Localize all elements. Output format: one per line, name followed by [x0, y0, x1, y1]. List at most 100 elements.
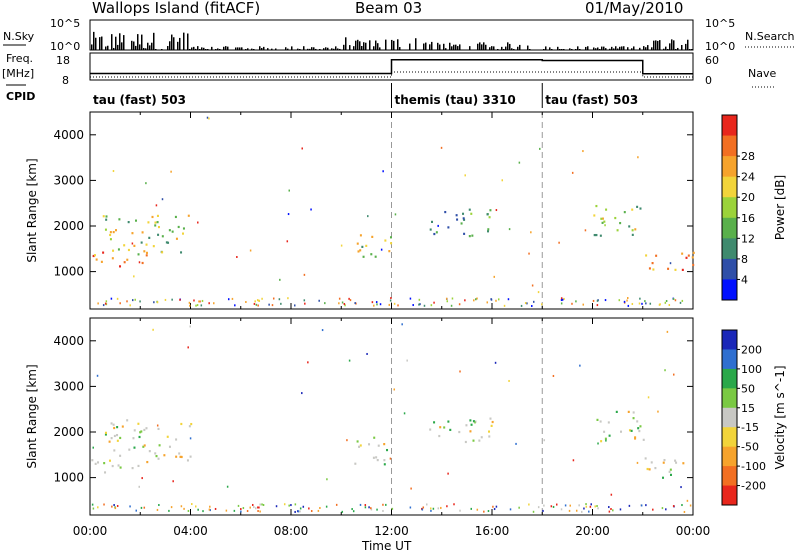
echo-cell [133, 244, 136, 247]
echo-cell [373, 304, 375, 307]
colorbar-swatch [722, 446, 737, 467]
echo-cell [515, 442, 517, 445]
nsky-bar [179, 37, 181, 50]
nsky-bar [429, 44, 431, 50]
echo-cell [644, 457, 647, 460]
x-tick-label: 08:00 [274, 524, 309, 538]
echo-cell [193, 299, 195, 302]
echo-cell [377, 444, 380, 447]
colorbar-tick-label: -50 [741, 441, 759, 454]
echo-cell [105, 218, 108, 221]
echo-cell [648, 267, 651, 270]
echo-cell [340, 244, 343, 247]
echo-cell [128, 448, 131, 451]
nsky-bar [687, 39, 689, 50]
echo-cell [103, 503, 105, 506]
colorbar-swatch [722, 349, 737, 370]
echo-cell [649, 302, 652, 305]
nsky-bar [507, 42, 509, 50]
nsky-bar [343, 44, 345, 50]
echo-cell [627, 410, 630, 413]
echo-cell [509, 508, 512, 511]
echo-cell [112, 249, 115, 252]
echo-cell [280, 302, 282, 305]
nsky-bar [527, 45, 529, 50]
echo-cell [470, 507, 473, 510]
echo-cell [631, 302, 634, 305]
colorbar-title: Velocity [m s^-1] [773, 365, 787, 469]
echo-cell [91, 459, 94, 462]
nsky-bar [563, 49, 565, 50]
echo-cell [661, 507, 664, 510]
nsky-bar [431, 41, 433, 50]
echo-cell [460, 222, 463, 225]
nsky-bar [197, 46, 199, 50]
echo-cell [418, 303, 420, 306]
echo-cell [663, 458, 666, 462]
echo-cell [208, 302, 210, 305]
echo-cell [94, 462, 97, 465]
echo-cell [240, 510, 242, 513]
echo-cell [141, 261, 144, 265]
nsky-bar [239, 47, 241, 50]
echo-cell [121, 425, 124, 428]
echo-cell [237, 504, 240, 507]
echo-cell [346, 439, 348, 442]
echo-cell [143, 250, 146, 253]
nsky-bar [357, 39, 359, 50]
nave-tick-high: 60 [705, 54, 719, 67]
echo-cell [637, 156, 639, 159]
echo-cell [279, 278, 281, 281]
echo-cell [389, 236, 392, 239]
echo-cell [202, 510, 204, 513]
echo-cell [186, 459, 189, 462]
echo-cell [366, 352, 368, 355]
nsky-bar [303, 46, 305, 50]
echo-cell [674, 268, 677, 271]
echo-cell [118, 218, 121, 221]
colorbar-tick-label: 100 [741, 363, 762, 376]
nsky-bar [621, 46, 623, 50]
echo-cell [537, 291, 540, 294]
nsky-bar [477, 43, 479, 50]
nsky-bar [633, 46, 635, 50]
echo-cell [596, 299, 599, 302]
echo-cell [440, 506, 442, 509]
echo-cell [596, 304, 599, 307]
echo-cell [189, 325, 191, 328]
echo-cell [370, 253, 373, 256]
echo-cell [636, 461, 639, 464]
echo-cell [112, 170, 115, 173]
nsky-bar [571, 49, 573, 50]
echo-cell [374, 255, 377, 258]
nsky-bar [497, 49, 499, 50]
nsky-bar [309, 48, 311, 50]
echo-cell [429, 228, 432, 231]
nsky-bar [481, 44, 483, 50]
echo-cell [668, 304, 671, 307]
echo-cell [672, 373, 675, 376]
echo-cell [394, 213, 397, 216]
echo-cell [102, 304, 105, 307]
echo-cell [627, 297, 629, 300]
echo-cell [593, 214, 596, 217]
nsky-bar [375, 40, 377, 50]
echo-cell [640, 504, 643, 507]
nsky-bar [275, 48, 277, 50]
echo-cell [208, 117, 210, 120]
echo-cell [249, 506, 251, 509]
echo-cell [389, 299, 392, 302]
echo-cell [294, 503, 297, 506]
echo-cell [126, 419, 129, 422]
echo-cell [376, 303, 378, 306]
echo-cell [432, 507, 435, 510]
echo-cell [435, 231, 438, 234]
echo-cell [478, 439, 481, 442]
nsky-bar [675, 49, 677, 50]
echo-cell [146, 460, 149, 464]
echo-cell [493, 508, 496, 511]
nsky-bar [145, 48, 147, 50]
echo-cell [104, 433, 107, 436]
echo-cell [256, 299, 259, 302]
